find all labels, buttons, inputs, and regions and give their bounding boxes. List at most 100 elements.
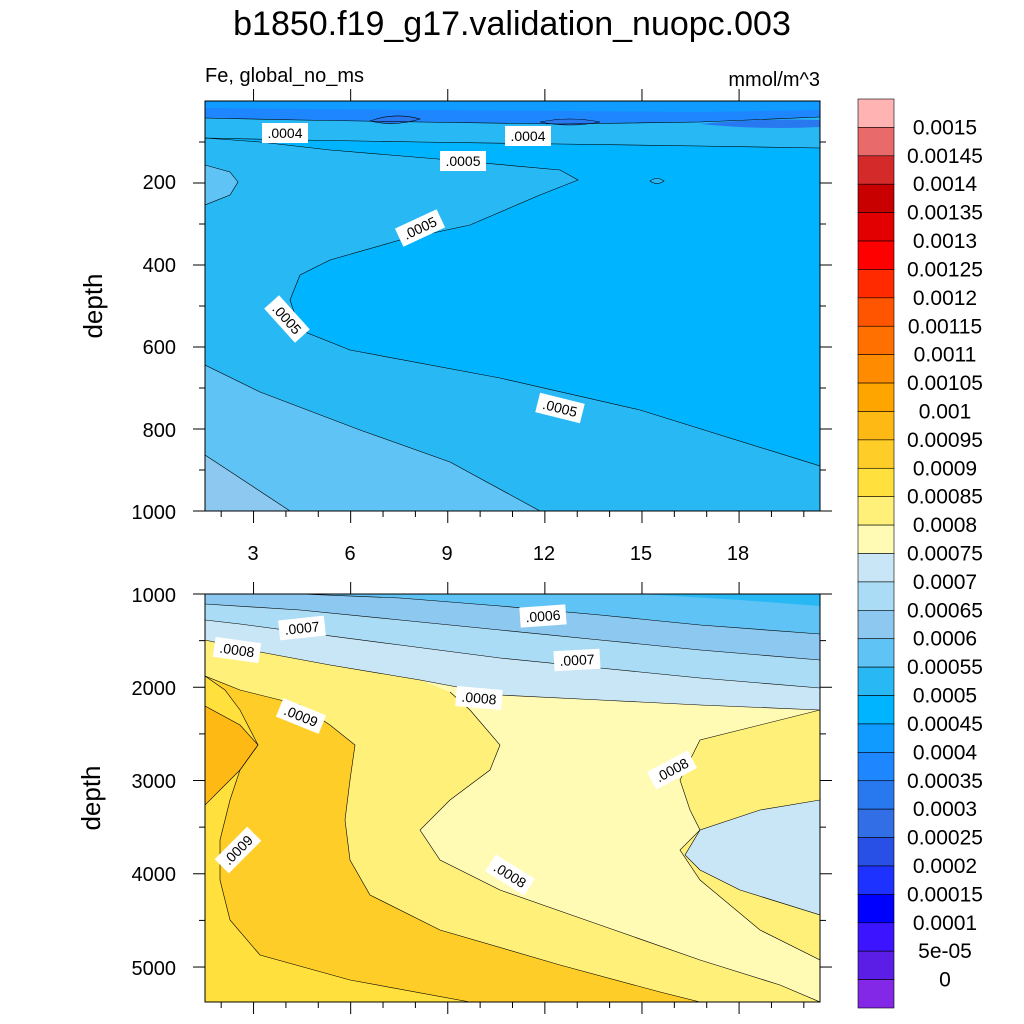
fill-level-0004-surface [205, 101, 820, 112]
colorbar-box [857, 411, 895, 441]
y-tick-label: 200 [143, 172, 176, 194]
colorbar-label: 0.00105 [907, 372, 983, 395]
colorbar-box [857, 382, 895, 412]
lower-contour-fills [205, 594, 820, 1002]
colorbar-label: 0.00025 [907, 827, 983, 850]
colorbar-box [857, 695, 895, 725]
y-tick-label: 1000 [132, 502, 177, 524]
figure-title: b1850.f19_g17.validation_nuopc.003 [233, 5, 791, 43]
colorbar-box [857, 894, 895, 924]
upper-panel: .0004 .0004 .0005 .0005 .0005 .0005 3 6 … [78, 89, 832, 565]
colorbar-box [857, 439, 895, 469]
colorbar-box [857, 979, 895, 1009]
colorbar-box [857, 837, 895, 867]
colorbar-box [857, 950, 895, 980]
x-tick-label: 3 [247, 543, 258, 565]
colorbar-label: 0.0013 [913, 230, 977, 253]
svg-text:.0006: .0006 [525, 607, 561, 625]
units-label: mmol/m^3 [728, 69, 820, 91]
colorbar-label: 0.00085 [907, 486, 983, 509]
colorbar-label: 0.001 [919, 400, 972, 423]
colorbar-label: 0.00135 [907, 202, 983, 225]
colorbar: 0.0015 0.00145 0.0014 0.00135 0.0013 0.00125 0… [857, 98, 983, 1009]
colorbar-box [857, 752, 895, 782]
upper-contour-label: .0005 [440, 151, 486, 171]
y-tick-label: 800 [143, 420, 176, 442]
fill-level-0005 [640, 594, 820, 606]
colorbar-box [857, 723, 895, 753]
lower-y-axis-label: depth [76, 765, 106, 830]
svg-text:.0007: .0007 [284, 618, 321, 638]
colorbar-label: 0.0002 [913, 855, 977, 878]
upper-contour-label: .0004 [262, 123, 308, 143]
upper-contour-fills [205, 101, 820, 511]
lower-tick-marks [193, 582, 832, 1014]
x-tick-label: 6 [344, 543, 355, 565]
colorbar-box [857, 98, 895, 128]
upper-tick-marks [193, 89, 832, 523]
fill-level-00055 [205, 365, 540, 511]
lower-y-tick-labels: 1000 2000 3000 4000 5000 [132, 585, 177, 980]
y-tick-label: 3000 [132, 771, 177, 793]
svg-text:.0007: .0007 [559, 651, 595, 669]
colorbar-label: 0.00145 [907, 145, 983, 168]
svg-text:.0004: .0004 [267, 125, 302, 141]
colorbar-box [857, 212, 895, 242]
colorbar-label: 0.00045 [907, 713, 983, 736]
colorbar-box [857, 325, 895, 355]
colorbar-label: 0.00115 [908, 315, 982, 338]
svg-text:.0004: .0004 [510, 128, 545, 144]
colorbar-box [857, 467, 895, 497]
colorbar-box [857, 524, 895, 554]
colorbar-box [857, 638, 895, 668]
x-tick-label: 12 [533, 543, 555, 565]
variable-label: Fe, global_no_ms [205, 65, 364, 87]
lower-contour-label: .0007 [278, 615, 326, 641]
x-tick-label: 18 [727, 543, 749, 565]
colorbar-label: 0.0009 [913, 457, 977, 480]
colorbar-box [857, 666, 895, 696]
fill-level-0007-pocket [685, 800, 820, 915]
y-tick-label: 2000 [132, 678, 177, 700]
colorbar-box [857, 269, 895, 299]
colorbar-box [857, 240, 895, 270]
upper-y-axis-label: depth [78, 273, 108, 338]
colorbar-box [857, 496, 895, 526]
x-tick-label: 15 [630, 543, 652, 565]
colorbar-label: 0.0006 [913, 628, 977, 651]
svg-text:.0008: .0008 [461, 689, 498, 708]
colorbar-label: 0.0005 [913, 685, 977, 708]
colorbar-box [857, 297, 895, 327]
lower-contour-label: .0007 [553, 648, 601, 672]
fill-level-00095 [205, 706, 258, 805]
colorbar-label: 0.0015 [913, 116, 977, 139]
colorbar-label: 0.0003 [913, 798, 977, 821]
colorbar-label: 0.0012 [913, 287, 977, 310]
y-tick-label: 400 [143, 255, 176, 277]
lower-contour-label: .0006 [519, 604, 567, 628]
colorbar-label: 0.0007 [913, 571, 977, 594]
svg-text:.0008: .0008 [219, 640, 256, 661]
lower-contour-label: .0008 [455, 686, 503, 710]
colorbar-box [857, 581, 895, 611]
colorbar-label: 0.00015 [907, 883, 983, 906]
colorbar-label: 0.00125 [907, 258, 983, 281]
colorbar-box [857, 808, 895, 838]
colorbar-box [857, 354, 895, 384]
colorbar-box [857, 155, 895, 185]
fill-level-0005-body [205, 138, 820, 511]
y-tick-label: 600 [143, 337, 176, 359]
colorbar-label: 5e-05 [918, 940, 972, 963]
y-tick-label: 1000 [132, 585, 177, 607]
colorbar-box [857, 610, 895, 640]
colorbar-box [857, 922, 895, 952]
colorbar-label: 0 [939, 969, 951, 992]
colorbar-label: 0.00075 [907, 543, 983, 566]
lower-contour-label: .0008 [212, 636, 262, 664]
upper-contour-label: .0004 [505, 126, 551, 146]
colorbar-label: 0.00095 [907, 429, 983, 452]
colorbar-label: 0.00065 [907, 599, 983, 622]
colorbar-box [857, 865, 895, 895]
upper-x-tick-labels: 3 6 9 12 15 18 [247, 543, 749, 565]
colorbar-label: 0.0004 [913, 741, 978, 764]
